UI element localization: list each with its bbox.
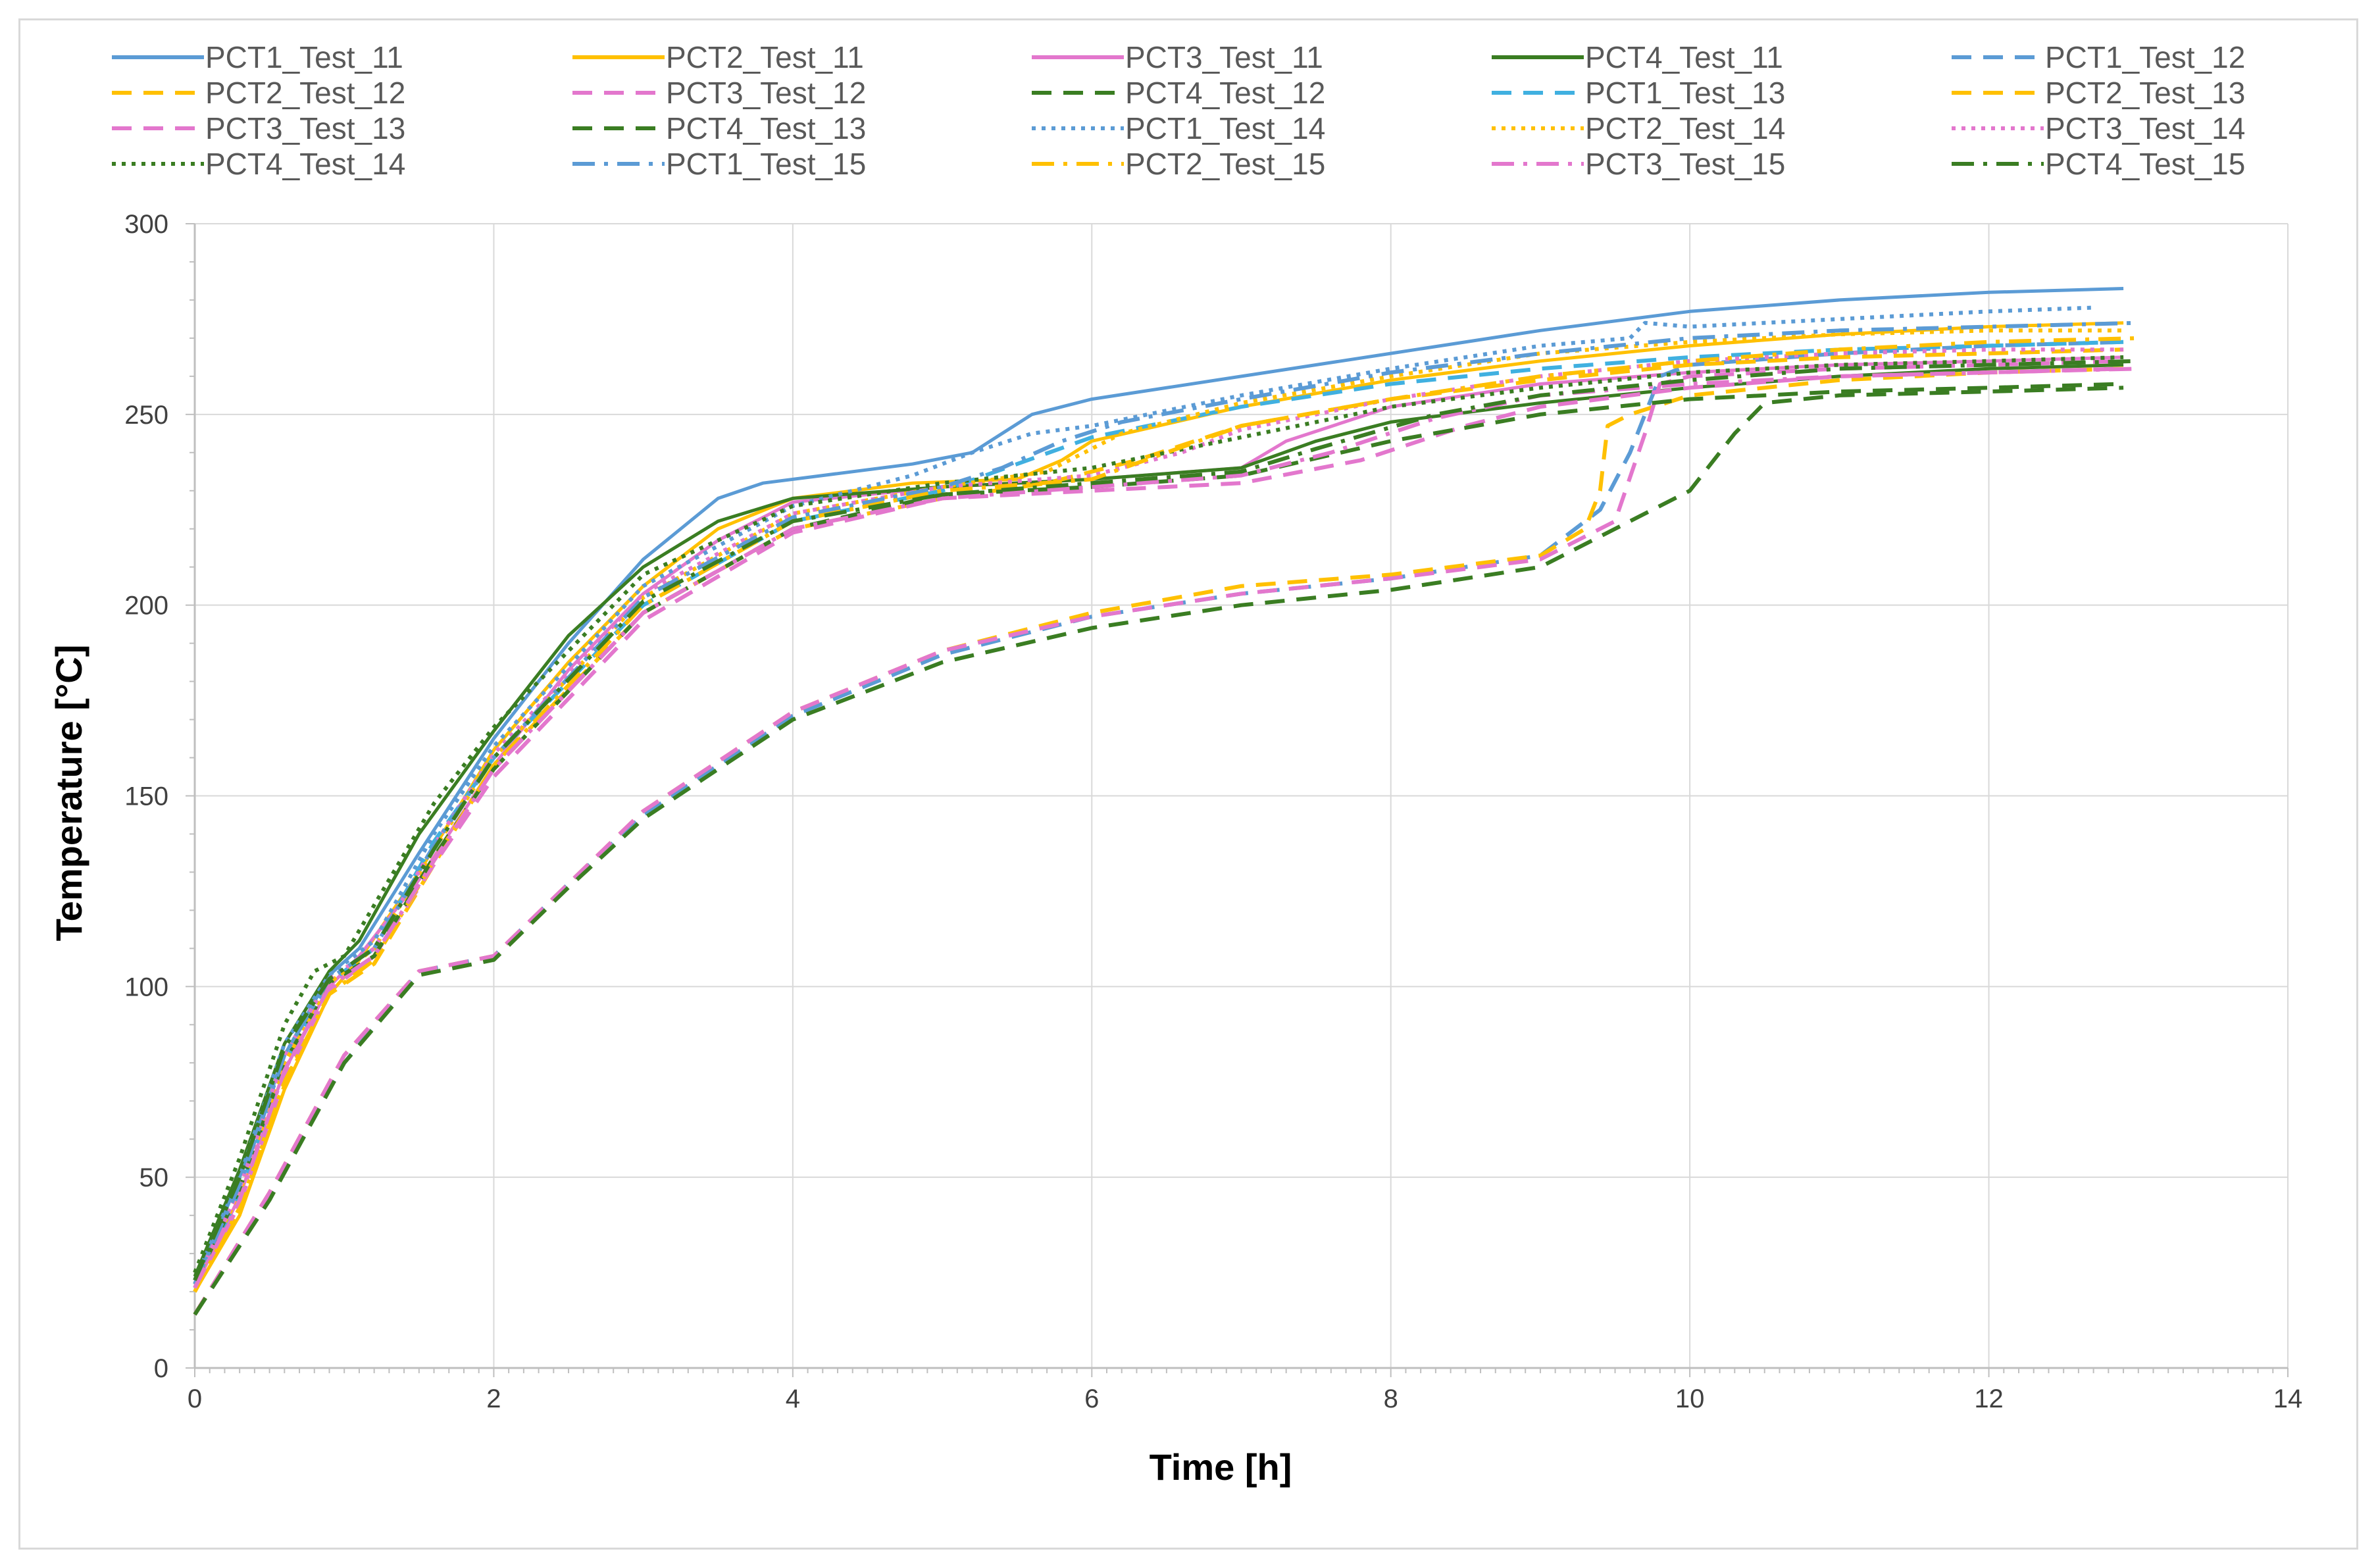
- series-line-PCT1_Test_15: [193, 320, 2138, 1285]
- series-line-PCT3_Test_14: [193, 347, 2124, 1285]
- legend-label: PCT3_Test_13: [205, 111, 405, 145]
- y-tick-label: 100: [124, 973, 168, 1001]
- x-tick-label: 12: [1974, 1384, 2004, 1413]
- legend-label: PCT1_Test_14: [1125, 111, 1325, 145]
- series-line-PCT2_Test_15: [193, 336, 2138, 1293]
- y-tick-label: 300: [124, 210, 168, 239]
- grid: [194, 223, 2289, 1369]
- legend-label: PCT4_Test_13: [666, 111, 866, 145]
- legend-label: PCT4_Test_14: [205, 147, 405, 181]
- tick-labels: 0 2 4 6 8 10 12 14 0 50 100 150 200 250 300: [124, 210, 2302, 1413]
- x-tick-label: 0: [188, 1384, 202, 1413]
- y-tick-label: 0: [154, 1354, 168, 1383]
- y-tick-label: 200: [124, 592, 168, 620]
- series-line-PCT4_Test_13: [193, 382, 2124, 1285]
- x-axis-title: Time [h]: [1150, 1446, 1292, 1488]
- legend-label: PCT4_Test_12: [1125, 76, 1325, 110]
- legend-label: PCT3_Test_15: [1585, 147, 1785, 181]
- legend-label: PCT2_Test_11: [666, 40, 864, 74]
- y-tick-label: 50: [139, 1163, 169, 1192]
- y-tick-label: 150: [124, 782, 168, 811]
- x-tick-label: 14: [2273, 1384, 2303, 1413]
- series-line-PCT2_Test_11: [193, 321, 2124, 1293]
- x-tick-label: 6: [1084, 1384, 1099, 1413]
- legend: PCT1_Test_11 PCT2_Test_11 PCT3_Test_11 PCT4…: [112, 40, 2245, 181]
- axes: [186, 223, 2289, 1377]
- series-line-PCT1_Test_11: [193, 287, 2124, 1285]
- series-line-PCT1_Test_14: [193, 305, 2094, 1281]
- series-line-PCT4_Test_15: [193, 359, 2138, 1281]
- legend-label: PCT2_Test_12: [205, 76, 405, 110]
- x-tick-label: 4: [786, 1384, 800, 1413]
- y-tick-label: 250: [124, 401, 168, 430]
- series-line-PCT4_Test_14: [193, 355, 2124, 1274]
- series-line-PCT4_Test_11: [193, 363, 2124, 1277]
- x-tick-label: 10: [1675, 1384, 1705, 1413]
- legend-label: PCT4_Test_11: [1585, 40, 1783, 74]
- series-group: [193, 287, 2138, 1316]
- legend-label: PCT1_Test_15: [666, 147, 866, 181]
- legend-label: PCT4_Test_15: [2045, 147, 2245, 181]
- series-line-PCT3_Test_15: [193, 367, 2138, 1289]
- y-axis-title: Temperature [°C]: [48, 645, 89, 942]
- series-line-PCT2_Test_13: [193, 347, 2124, 1293]
- chart-frame: [18, 18, 2358, 1550]
- legend-label: PCT2_Test_14: [1585, 111, 1785, 145]
- series-line-PCT3_Test_11: [193, 355, 2124, 1289]
- x-tick-label: 8: [1384, 1384, 1398, 1413]
- legend-label: PCT3_Test_11: [1125, 40, 1323, 74]
- series-line-PCT1_Test_13: [193, 340, 2124, 1289]
- series-line-PCT2_Test_12: [193, 367, 2124, 1316]
- series-line-PCT4_Test_12: [193, 386, 2124, 1316]
- legend-label: PCT2_Test_13: [2045, 76, 2245, 110]
- legend-label: PCT1_Test_11: [205, 40, 403, 74]
- series-line-PCT3_Test_13: [193, 367, 2124, 1289]
- legend-label: PCT2_Test_15: [1125, 147, 1325, 181]
- legend-label: PCT3_Test_14: [2045, 111, 2245, 145]
- x-tick-label: 2: [486, 1384, 501, 1413]
- legend-label: PCT1_Test_12: [2045, 40, 2245, 74]
- legend-label: PCT3_Test_12: [666, 76, 866, 110]
- series-line-PCT3_Test_12: [193, 359, 2124, 1316]
- legend-label: PCT1_Test_13: [1585, 76, 1785, 110]
